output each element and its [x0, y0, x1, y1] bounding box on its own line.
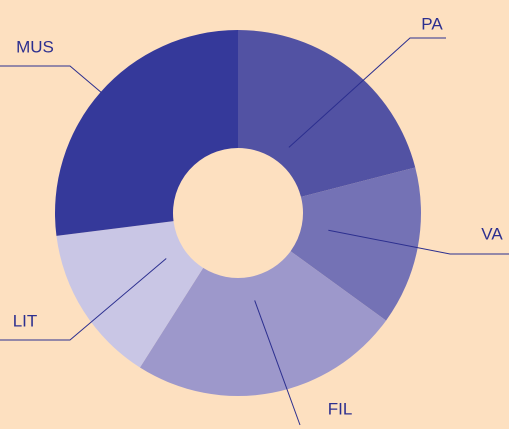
leader-line: [328, 229, 509, 255]
donut-slice: [54, 30, 238, 236]
slice-label: PA: [421, 14, 443, 33]
slice-label: LIT: [13, 311, 38, 330]
leader-line: [0, 65, 102, 94]
donut-slice: [56, 221, 204, 368]
slice-label: FIL: [328, 399, 353, 418]
leader-line: [0, 258, 167, 341]
leader-line: [254, 300, 301, 426]
slice-label: MUS: [16, 37, 54, 56]
donut-slice: [290, 167, 421, 321]
slice-label: VA: [481, 224, 503, 243]
leader-line: [288, 37, 446, 148]
